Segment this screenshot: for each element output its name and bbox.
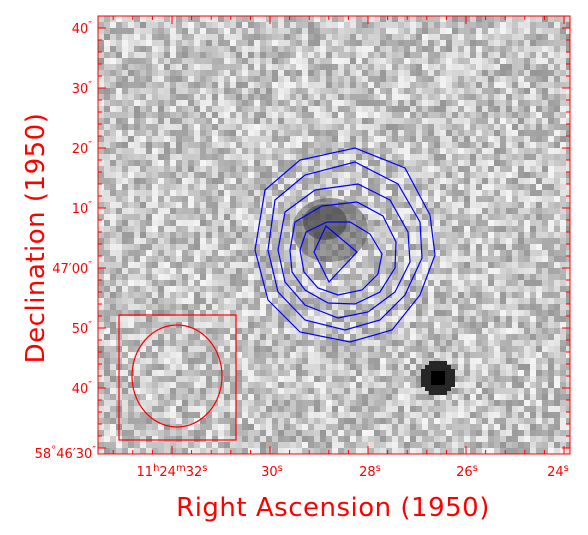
- tick-marks: [98, 16, 570, 454]
- y-axis-title: Declination (1950): [21, 113, 51, 364]
- x-axis-title: Right Ascension (1950): [176, 493, 490, 523]
- y-tick-label: 40″: [72, 20, 93, 37]
- x-tick-label: 24s: [547, 463, 569, 480]
- y-tick-label: 10″: [72, 200, 93, 217]
- beam-box: [118, 314, 237, 441]
- x-tick-label: 11h24m32s: [137, 463, 208, 480]
- contour-level-3: [277, 183, 411, 319]
- x-tick-label: 30s: [261, 463, 283, 480]
- contour-peak: [313, 225, 358, 284]
- y-tick-label: 40″: [72, 380, 93, 397]
- contour-level-1: [254, 147, 436, 343]
- y-tick-label: 47′00″: [52, 260, 92, 277]
- greyscale-noise-image: [98, 16, 570, 454]
- beam-ellipse: [131, 324, 223, 428]
- x-tick-label: 26s: [456, 463, 478, 480]
- contour-level-4: [289, 201, 397, 305]
- contour-level-5: [299, 221, 383, 296]
- y-tick-label: 20″: [72, 140, 93, 157]
- x-tick-label: 28s: [359, 463, 381, 480]
- plot-frame: [97, 15, 571, 455]
- contour-set: [254, 147, 436, 343]
- contour-level-2: [267, 161, 423, 331]
- y-tick-label: 30″: [72, 80, 93, 97]
- y-tick-labels: 40″ 30″ 20″ 10″ 47′00″ 50″ 40″ 58°46′30″: [35, 20, 97, 462]
- beam-indicator: [118, 314, 237, 441]
- y-tick-label: 50″: [72, 320, 93, 337]
- x-tick-labels: 11h24m32s 30s 28s 26s 24s: [137, 463, 569, 480]
- point-source: [421, 361, 455, 395]
- y-tick-label: 58°46′30″: [35, 445, 97, 462]
